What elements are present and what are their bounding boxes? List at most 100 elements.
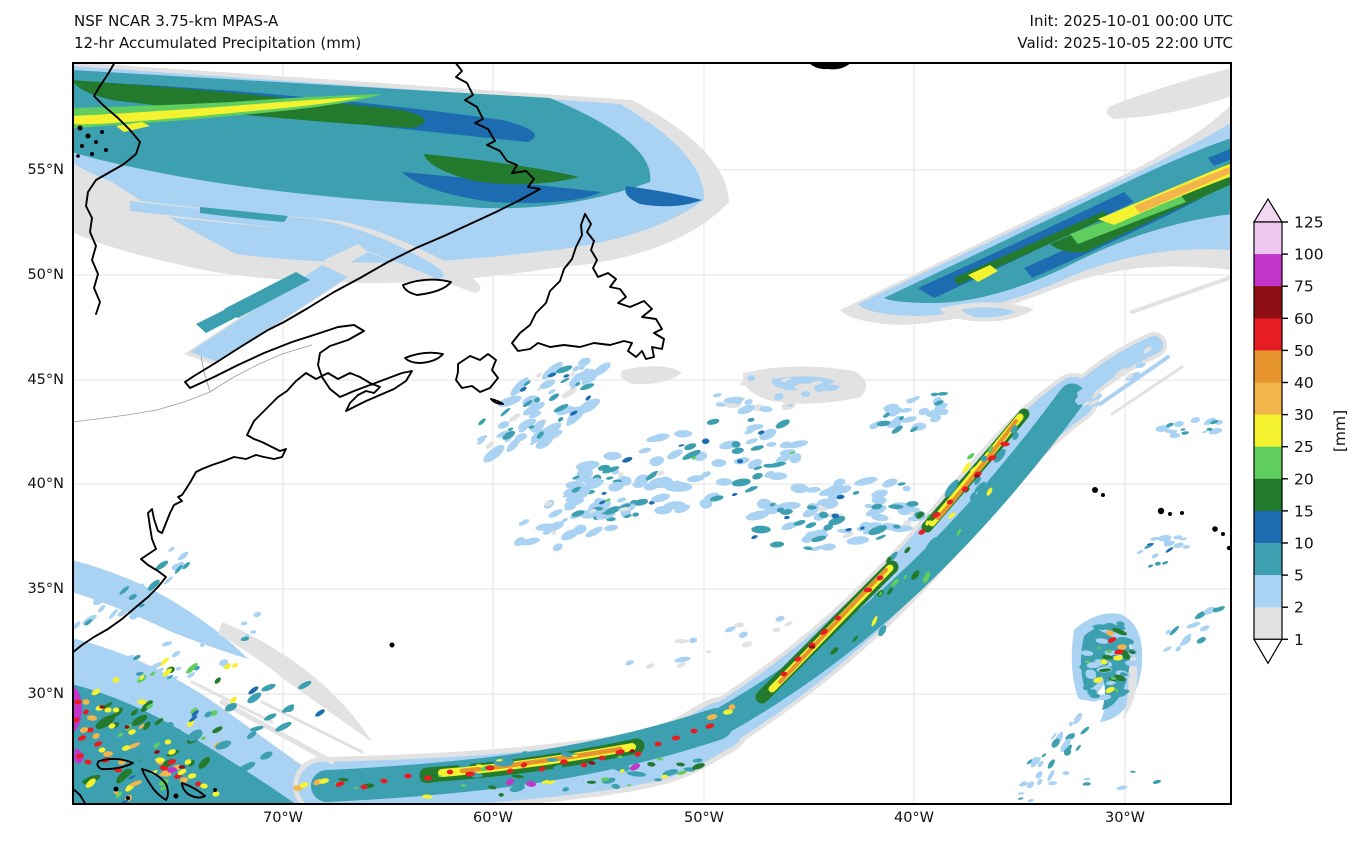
precip-cell-gray — [656, 470, 665, 476]
precip-blob-lightorange — [1134, 167, 1231, 213]
precip-cell-teal — [753, 466, 763, 471]
precip-cell-darkgreen — [1128, 650, 1136, 654]
precip-cell-lightblue — [1181, 634, 1192, 643]
precip-cell-teal — [930, 392, 939, 397]
precip-cell-teal — [1000, 461, 1009, 474]
precip-cell-lightblue — [591, 477, 601, 486]
colorbar-svg: 125 100 75 60 50 40 30 25 20 15 10 5 2 1 [mm] — [1252, 197, 1349, 665]
precip-cell-lightgreen — [437, 775, 442, 778]
precip-cell-teal — [682, 449, 701, 460]
precip-cell-teal — [924, 537, 938, 555]
precip-cell-lightblue — [689, 637, 698, 644]
precip-core-red — [794, 656, 802, 662]
colorbar-segment — [1254, 318, 1282, 351]
precip-cell-darkblue — [836, 494, 845, 500]
lon-tick-label: 70°W — [262, 810, 304, 826]
precip-cell-lightblue — [766, 441, 777, 447]
precip-cell-lightblue — [1173, 542, 1184, 548]
precip-core-magenta — [629, 763, 641, 771]
precip-cell-teal — [523, 380, 531, 387]
precip-cell-lightblue — [1047, 769, 1055, 781]
precip-cell-yellow — [547, 780, 556, 785]
precip-cell-teal — [174, 564, 183, 574]
precip-cell-lightgreen — [1113, 688, 1119, 692]
precip-cell-lightblue — [897, 507, 911, 516]
precip-cell-lightblue — [616, 497, 627, 503]
precip-cell-teal — [1181, 431, 1189, 435]
precip-cell-lightblue — [643, 482, 658, 491]
precip-cell-lightgreen — [1105, 649, 1113, 654]
colorbar-tick-label: 5 — [1294, 567, 1304, 585]
precip-cell-lightblue — [1199, 625, 1210, 632]
precip-cell-lightblue — [579, 365, 585, 370]
precip-core-red — [465, 771, 475, 777]
precip-cell-darkblue — [784, 515, 790, 520]
precip-cell-lightblue — [476, 435, 488, 441]
precip-band-gray — [260, 700, 364, 754]
precip-cell-lightblue — [805, 486, 821, 493]
precip-cell-lightblue — [882, 478, 898, 488]
precip-cell-lightblue — [1017, 792, 1025, 795]
precip-cell-lightblue — [1136, 549, 1144, 555]
precip-cell-lightgreen — [146, 703, 153, 710]
precip-cell-lightblue — [520, 537, 541, 546]
precip-cell-darkgreen — [131, 714, 148, 727]
precip-cell-lightblue — [774, 393, 784, 401]
precip-cell-lightblue — [518, 519, 530, 526]
precip-cell-teal — [286, 706, 294, 713]
precip-cell-lightblue — [1026, 781, 1035, 789]
precip-cell-darkgreen — [1112, 627, 1127, 636]
precip-cell-darkblue — [315, 709, 325, 717]
colorbar-tick-label: 50 — [1294, 342, 1314, 360]
precip-cell-yellow — [871, 615, 878, 627]
precip-cell-teal — [629, 499, 637, 504]
precip-cell-teal — [1092, 624, 1110, 630]
precip-cell-lightblue — [712, 393, 722, 398]
precip-cell-lightblue — [674, 656, 691, 663]
precip-cell-lightblue — [674, 430, 693, 438]
precip-core-red — [74, 699, 82, 705]
precip-cell-lightgreen — [656, 757, 664, 761]
precip-cell-lightorange — [129, 780, 142, 787]
precip-cell-teal — [980, 455, 988, 462]
precip-cell-gray — [645, 663, 655, 669]
precip-cell-darkgreen — [830, 647, 839, 655]
precip-core-lightorange — [103, 751, 113, 757]
precip-cell-lightblue — [745, 510, 770, 521]
precip-band-darkorange — [936, 419, 1018, 520]
precip-cell-lightblue — [163, 576, 174, 585]
precip-cell-teal — [132, 654, 141, 661]
precip-cell-teal — [626, 771, 647, 777]
precip-cell-yellow — [158, 657, 170, 667]
precip-core-lightorange — [706, 714, 718, 720]
precip-cell-lightblue — [775, 615, 785, 622]
precip-cell-teal — [1195, 612, 1206, 619]
precip-cell-teal — [747, 417, 755, 422]
precip-cell-darkgreen — [916, 511, 924, 519]
precip-cell-lightblue — [1080, 650, 1094, 656]
precip-cell-teal — [553, 764, 563, 771]
precip-cell-lightblue — [556, 405, 574, 416]
island-dot — [80, 144, 84, 148]
precip-cell-lightblue — [240, 621, 248, 626]
precip-cell-teal — [575, 381, 581, 387]
precip-cell-lightblue — [161, 641, 173, 647]
precip-blob-darkgreen — [424, 154, 579, 185]
precip-blob-darkgreen — [954, 211, 1108, 285]
precip-cell-teal — [1112, 690, 1126, 697]
precip-cell-lightblue — [1062, 771, 1070, 776]
precip-cell-lightblue — [175, 666, 182, 671]
precip-cell-teal — [871, 605, 878, 618]
precip-core-red — [705, 723, 715, 729]
precip-cell-lightblue — [724, 626, 736, 633]
precip-cell-yellow — [139, 675, 145, 681]
precip-cell-teal — [1152, 779, 1161, 784]
precip-cell-lightblue — [775, 454, 792, 463]
precip-cell-darkblue — [678, 444, 685, 447]
precip-cell-teal — [548, 393, 560, 401]
precip-blob-gray — [1106, 68, 1232, 119]
precip-cell-gray — [568, 371, 575, 378]
precip-cell-darkgreen — [586, 780, 597, 784]
precip-core-yellow — [137, 699, 147, 705]
